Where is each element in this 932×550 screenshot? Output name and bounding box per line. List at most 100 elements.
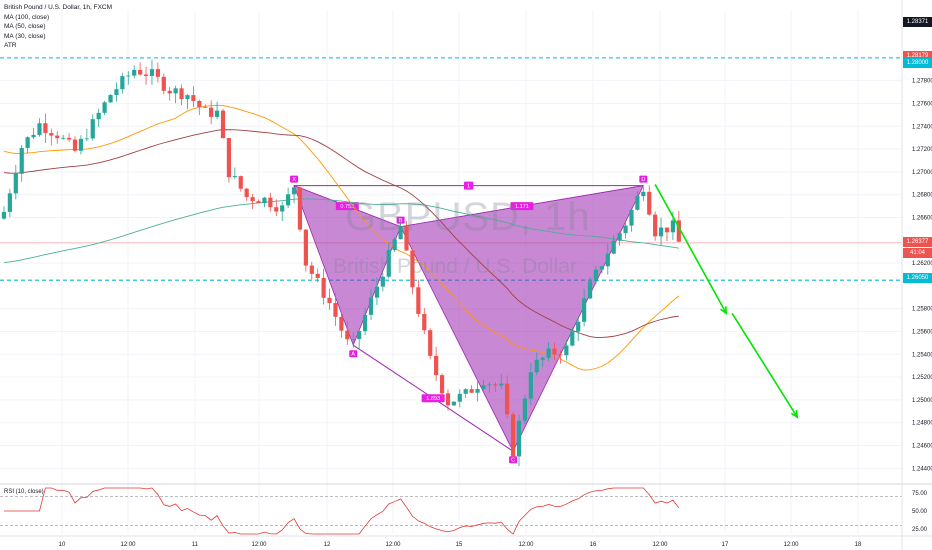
- candle-body: [250, 197, 255, 202]
- candle-body: [274, 207, 279, 212]
- candle-body: [173, 88, 178, 94]
- candle-body: [499, 383, 504, 386]
- rsi-legend[interactable]: RSI (10, close): [4, 489, 44, 495]
- pattern-point-badge: [290, 175, 299, 183]
- candle-body: [191, 95, 196, 101]
- symbol-title: British Pound / U.S. Dollar, 1h, FXCM: [4, 4, 113, 11]
- candle-body: [357, 331, 362, 340]
- candle-body: [333, 303, 338, 317]
- candle-body: [362, 314, 368, 332]
- price-tick-label: 1.25200: [912, 375, 932, 381]
- projection-arrows[interactable]: [654, 184, 799, 419]
- candle-body: [451, 401, 456, 406]
- candle-body: [351, 339, 356, 340]
- price-tick-label: 1.27600: [912, 101, 932, 107]
- candle-body: [49, 133, 54, 136]
- candle-body: [658, 227, 664, 237]
- candle-body: [43, 123, 48, 134]
- pattern-point-label: X: [292, 177, 296, 183]
- price-grid: [0, 10, 902, 534]
- candle-body: [138, 69, 143, 75]
- price-tick-label: 1.26800: [912, 193, 932, 199]
- candle-body: [66, 137, 72, 140]
- time-tick-label: 12:00: [518, 542, 534, 548]
- candle-body: [647, 191, 652, 215]
- candle-body: [143, 74, 149, 76]
- price-tick-label: 1.27200: [912, 147, 932, 153]
- candle-body: [220, 110, 226, 139]
- candle-body: [540, 357, 545, 360]
- time-tick-label: 10: [59, 542, 66, 548]
- time-axis[interactable]: 10 12:00 11 12:00 12 12:00 15 12:00 16 12:00 17 12:…: [0, 535, 932, 548]
- atr-label: ATR: [4, 42, 17, 50]
- support-price-tag: 1.26050: [903, 273, 932, 283]
- harmonic-pattern[interactable]: X A B C D 0.753 1.893 1 1.171: [290, 175, 648, 464]
- rsi-tick-label: 25.00: [912, 527, 928, 533]
- candle-body: [55, 135, 60, 139]
- candles: [1, 59, 681, 467]
- candle-body: [582, 298, 587, 322]
- candle-body: [185, 95, 190, 100]
- candle-body: [546, 348, 551, 358]
- price-tick-label: 1.26200: [912, 261, 932, 267]
- pattern-point-badge: [639, 175, 648, 183]
- candle-body: [61, 137, 66, 139]
- candle-body: [463, 389, 468, 394]
- candle-body: [161, 76, 166, 91]
- pattern-ratio-label: 1.171: [515, 204, 529, 210]
- time-tick-label: 12:00: [120, 542, 136, 548]
- candle-body: [516, 420, 522, 457]
- candle-body: [374, 286, 380, 298]
- pattern-ratio-badge: [335, 202, 359, 211]
- candle-body: [96, 112, 101, 120]
- candle-body: [19, 147, 24, 174]
- projection-arrowhead: [720, 306, 728, 315]
- candle-body: [434, 355, 439, 376]
- candle-body: [309, 265, 314, 274]
- candle-body: [167, 90, 172, 94]
- price-tick-label: 1.26600: [912, 215, 932, 221]
- time-tick-label: 12:00: [652, 542, 668, 548]
- candle-body: [457, 393, 462, 402]
- candle-body: [214, 110, 220, 117]
- pattern-ratio-label: 0.753: [340, 204, 354, 210]
- candle-body: [404, 226, 409, 251]
- candle-body: [386, 250, 391, 277]
- candle-body: [439, 375, 445, 394]
- candle-body: [487, 384, 492, 386]
- candle-body: [422, 313, 427, 331]
- pattern-ratio-label: 1.893: [426, 396, 440, 402]
- candle-body: [209, 107, 214, 117]
- candle-body: [31, 134, 36, 138]
- pattern-ratio-label: 1: [467, 184, 470, 190]
- pattern-point-badge: [509, 456, 518, 464]
- candle-body: [120, 76, 125, 90]
- indicator-legend[interactable]: British Pound / U.S. Dollar, 1h, FXCM MA…: [4, 3, 112, 51]
- candle-body: [197, 100, 202, 107]
- price-tick-label: 1.24400: [912, 466, 932, 472]
- candle-body: [345, 330, 350, 340]
- resistance-price-tag: 1.28000: [903, 58, 932, 68]
- candle-body: [238, 176, 243, 189]
- candle-body: [7, 193, 12, 212]
- candle-body: [641, 191, 646, 197]
- candle-body: [664, 227, 670, 233]
- price-axis[interactable]: 1.27800 1.27600 1.27400 1.27200 1.27000 1.268…: [901, 0, 932, 550]
- time-tick-label: 15: [456, 542, 463, 548]
- price-tick-label: 1.25400: [912, 352, 932, 358]
- candle-body: [410, 250, 415, 288]
- candle-body: [84, 138, 89, 140]
- price-tick-label: 1.25600: [912, 330, 932, 336]
- candle-body: [552, 348, 557, 355]
- ma100-label: MA (100, close): [4, 13, 50, 21]
- price-tick-label: 1.24800: [912, 421, 932, 427]
- ma30-label: MA (30, close): [4, 32, 46, 40]
- candle-body: [78, 138, 84, 151]
- candle-body: [676, 220, 681, 242]
- price-tick-label: 1.27800: [912, 79, 932, 85]
- bd-dashed: [400, 185, 644, 227]
- price-tick-label: 1.24600: [912, 444, 932, 450]
- candle-body: [481, 385, 486, 390]
- candle-body: [599, 266, 604, 270]
